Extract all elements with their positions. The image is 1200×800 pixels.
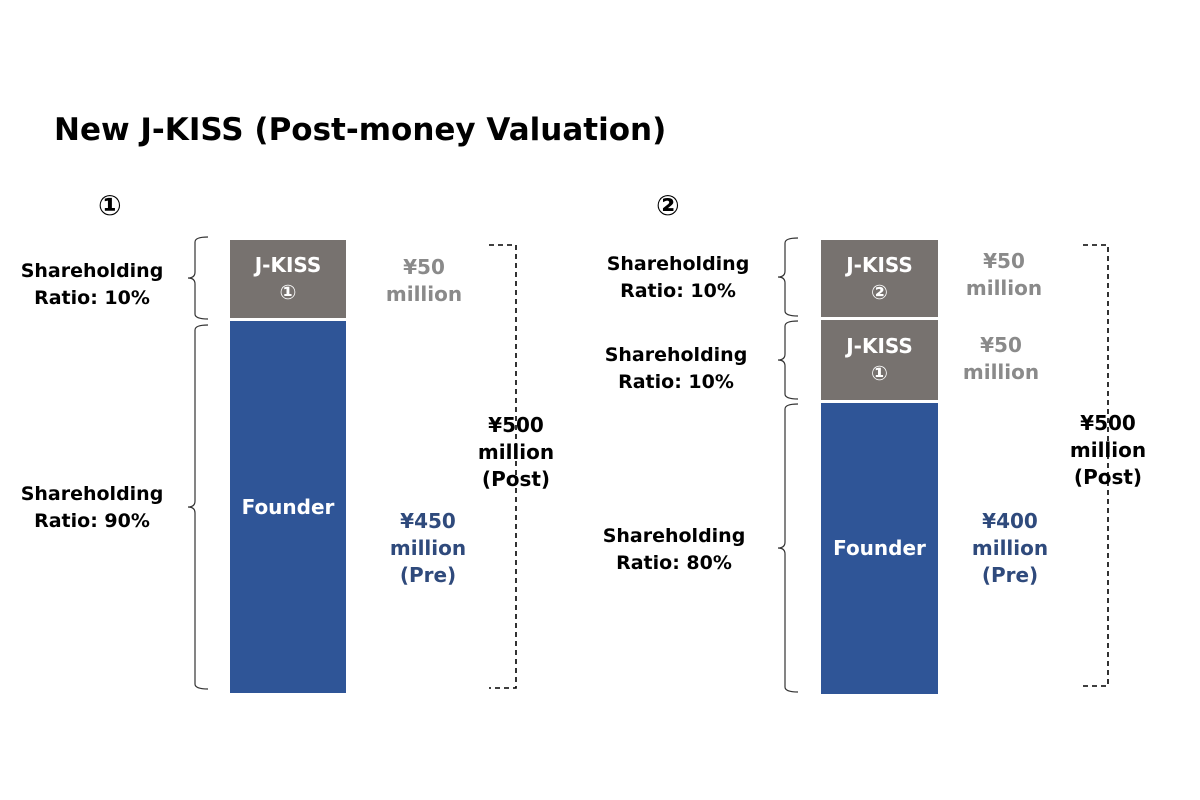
panel-2-brace-founder [777,403,799,693]
panel-2-ratio-founder: Shareholding Ratio: 80% [602,525,746,574]
panel-1-ratio-jkiss-1: Shareholding Ratio: 10% [20,260,164,309]
panel-2-amount-jkiss-2: ¥50 million [965,249,1043,300]
panel-2-amount-jkiss-1: ¥50 million [962,333,1040,384]
panel-1-total-bracket [489,244,517,689]
panel-1-bar-jkiss-1: J-KISS ① [230,240,346,318]
panel-2-brace-jkiss-2 [777,237,799,317]
panel-2-ratio-jkiss-2: Shareholding Ratio: 10% [606,253,750,302]
panel-2-bar-founder-label: Founder [833,536,926,560]
panel-2-bar-jkiss-2-sublabel: ② [871,279,888,304]
panel-2-bar-jkiss-2-label: J-KISS [846,252,913,277]
panel-2-number: ② [656,189,680,222]
panel-1-bar-jkiss-1-sublabel: ① [279,280,297,304]
panel-1-brace-jkiss-1 [187,236,209,320]
panel-1-brace-founder [187,324,209,690]
panel-1-bar-founder: Founder [230,321,346,693]
panel-2-bar-jkiss-1: J-KISS ① [821,320,938,400]
panel-1-ratio-founder: Shareholding Ratio: 90% [20,483,164,532]
panel-2-bar-jkiss-1-label: J-KISS [846,334,913,358]
panel-1-amount-jkiss-1: ¥50 million [385,255,463,306]
panel-2-bar-jkiss-1-sublabel: ① [871,361,888,385]
panel-2-brace-jkiss-1 [777,320,799,400]
panel-1-number: ① [98,189,122,222]
panel-1-amount-founder: ¥450 million (Pre) [389,509,467,587]
panel-2-bar-founder: Founder [821,403,938,694]
panel-1-total-amount: ¥500 million (Post) [477,413,555,491]
panel-2-total-amount: ¥500 million (Post) [1069,411,1147,489]
panel-1-bar-founder-label: Founder [241,494,335,519]
page-title: New J-KISS (Post-money Valuation) [54,112,667,148]
panel-2-bar-jkiss-2: J-KISS ② [821,240,938,317]
panel-1-bar-jkiss-1-label: J-KISS [254,253,322,277]
panel-2-total-bracket [1083,244,1109,687]
panel-2-amount-founder: ¥400 million (Pre) [971,509,1049,587]
panel-2-ratio-jkiss-1: Shareholding Ratio: 10% [604,344,748,393]
